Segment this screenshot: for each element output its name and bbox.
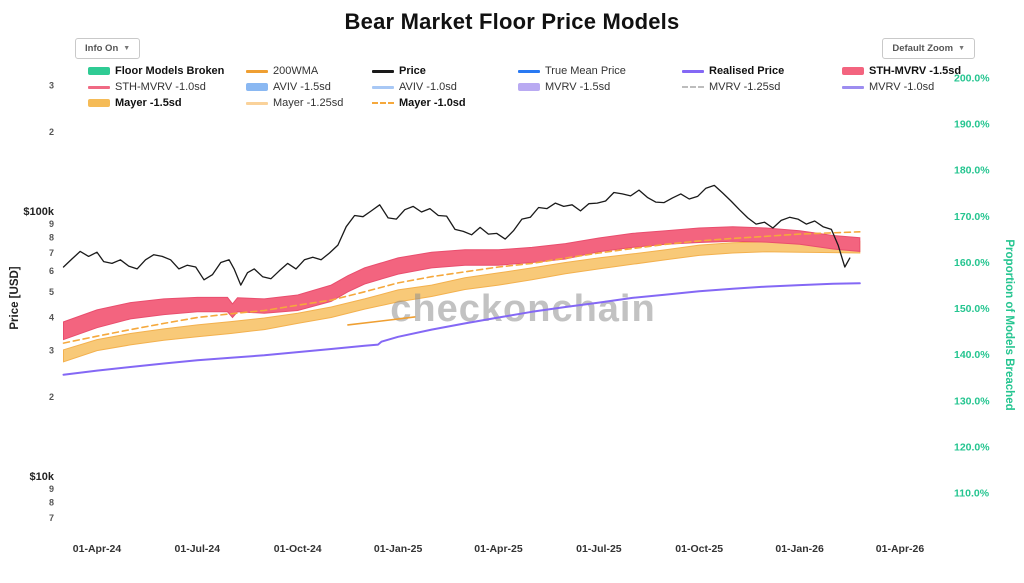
legend-label: 200WMA [273,65,319,77]
legend-row: Floor Models Broken 200WMA Price True Mean … [88,63,961,79]
y-axis-title-left: Price [USD] [9,266,21,330]
legend-swatch-band-icon [246,83,268,91]
legend-swatch-line-icon [518,69,540,73]
y-left-tick-label: 3 [49,81,54,91]
legend-label: Mayer -1.5sd [115,97,182,109]
legend-row: STH-MVRV -1.0sd AVIV -1.5sd AVIV -1.0sd MVR… [88,79,961,95]
legend-item-mayer-1-0sd[interactable]: Mayer -1.0sd [372,97,518,109]
legend-label: Realised Price [709,65,785,77]
legend-row: Mayer -1.5sd Mayer -1.25sd Mayer -1.0sd [88,95,961,111]
realised-price-line [62,282,861,376]
y-left-tick-label: 4 [49,313,54,323]
mayer-1-0sd-line [62,231,861,344]
y-right-tick-label: 120.0% [954,441,990,453]
y-left-tick-label: 6 [49,266,54,276]
legend-swatch-line-icon [372,85,394,89]
legend-label: Mayer -1.25sd [273,97,344,109]
x-tick-label: 01-Apr-25 [474,543,523,555]
x-tick-label: 01-Jan-26 [775,543,824,555]
y-left-tick-label: 3 [49,346,54,356]
y-right-tick-label: 140.0% [954,349,990,361]
legend-label: Price [399,65,426,77]
legend-item-true-mean-price[interactable]: True Mean Price [518,65,682,77]
y-left-tick-label: 7 [49,248,54,258]
legend-item-200wma[interactable]: 200WMA [246,65,372,77]
y-axis-title-right: Proportion of Models Breached [1003,239,1015,411]
y-right-tick-label: 180.0% [954,165,990,177]
y-left-tick-label: 8 [49,498,54,508]
legend-item-mvrv-1-25sd[interactable]: MVRV -1.25sd [682,81,842,93]
legend-swatch-line-icon [246,101,268,105]
x-tick-label: 01-Jan-25 [374,543,423,555]
legend-item-aviv-1-5sd[interactable]: AVIV -1.5sd [246,81,372,93]
legend-label: Mayer -1.0sd [399,97,466,109]
legend-item-mayer-1-25sd[interactable]: Mayer -1.25sd [246,97,372,109]
legend-item-realised-price[interactable]: Realised Price [682,65,842,77]
legend-item-sth-mvrv-1-0sd[interactable]: STH-MVRV -1.0sd [88,81,246,93]
legend-item-mvrv-1-5sd[interactable]: MVRV -1.5sd [518,81,682,93]
legend-swatch-band-icon [88,99,110,107]
legend-label: STH-MVRV -1.0sd [115,81,206,93]
dropdown-caret-icon: ▼ [958,45,965,52]
legend-item-floor-models-broken[interactable]: Floor Models Broken [88,65,246,77]
x-tick-label: 01-Apr-24 [73,543,122,555]
legend-label: True Mean Price [545,65,626,77]
info-toggle-label: Info On [85,43,119,54]
legend-item-price[interactable]: Price [372,65,518,77]
y-left-tick-label: 9 [49,484,54,494]
y-right-tick-label: 150.0% [954,303,990,315]
default-zoom-button[interactable]: Default Zoom ▼ [882,38,975,59]
y-left-tick-label: 7 [49,513,54,523]
y-left-tick-label: 2 [49,392,54,402]
legend-item-mayer-1-5sd[interactable]: Mayer -1.5sd [88,97,246,109]
mayer-1-5sd-to-1-25sd-band [63,240,861,363]
200wma-line [347,316,416,326]
legend-swatch-dash-icon [372,102,394,104]
price-line [62,184,851,286]
y-left-tick-label: 5 [49,287,54,297]
legend-swatch-dash-icon [682,86,704,88]
default-zoom-label: Default Zoom [892,43,954,54]
y-right-tick-label: 110.0% [954,488,990,500]
legend-swatch-line-icon [682,69,704,73]
x-tick-label: 01-Oct-24 [274,543,322,555]
legend-swatch-line-icon [246,69,268,73]
sth-mvrv-1-5sd-to-1-0sd-band [63,226,861,341]
x-tick-label: 01-Jul-24 [175,543,221,555]
y-left-tick-label: $100k [23,206,54,218]
legend-item-aviv-1-0sd[interactable]: AVIV -1.0sd [372,81,518,93]
legend-swatch-line-icon [88,85,110,89]
y-left-tick-label: 9 [49,219,54,229]
legend-swatch-line-icon [372,69,394,73]
y-left-tick-label: 2 [49,127,54,137]
page-title: Bear Market Floor Price Models [344,9,680,34]
legend-swatch-band-icon [842,67,864,75]
watermark: checkonchain [390,288,655,330]
x-tick-label: 01-Oct-25 [675,543,723,555]
y-right-tick-label: 130.0% [954,395,990,407]
y-left-tick-label: 8 [49,233,54,243]
y-right-tick-label: 190.0% [954,119,990,131]
legend-item-sth-mvrv-1-5sd[interactable]: STH-MVRV -1.5sd [842,65,961,77]
legend-label: AVIV -1.0sd [399,81,457,93]
x-tick-label: 01-Jul-25 [576,543,622,555]
y-right-tick-label: 170.0% [954,211,990,223]
info-toggle-button[interactable]: Info On ▼ [75,38,141,59]
legend: Floor Models Broken 200WMA Price True Mean … [88,63,961,111]
dropdown-caret-icon: ▼ [123,45,131,52]
legend-swatch-band-icon [518,83,540,91]
legend-label: MVRV -1.5sd [545,81,611,93]
legend-swatch-band-icon [88,67,110,75]
legend-label: MVRV -1.0sd [869,81,935,93]
legend-label: STH-MVRV -1.5sd [869,65,962,77]
y-right-tick-label: 160.0% [954,257,990,269]
legend-label: Floor Models Broken [115,65,225,77]
y-left-tick-label: $10k [30,471,55,483]
x-tick-label: 01-Apr-26 [876,543,925,555]
legend-swatch-line-icon [842,85,864,89]
legend-item-mvrv-1-0sd[interactable]: MVRV -1.0sd [842,81,961,93]
legend-label: MVRV -1.25sd [709,81,781,93]
legend-label: AVIV -1.5sd [273,81,331,93]
